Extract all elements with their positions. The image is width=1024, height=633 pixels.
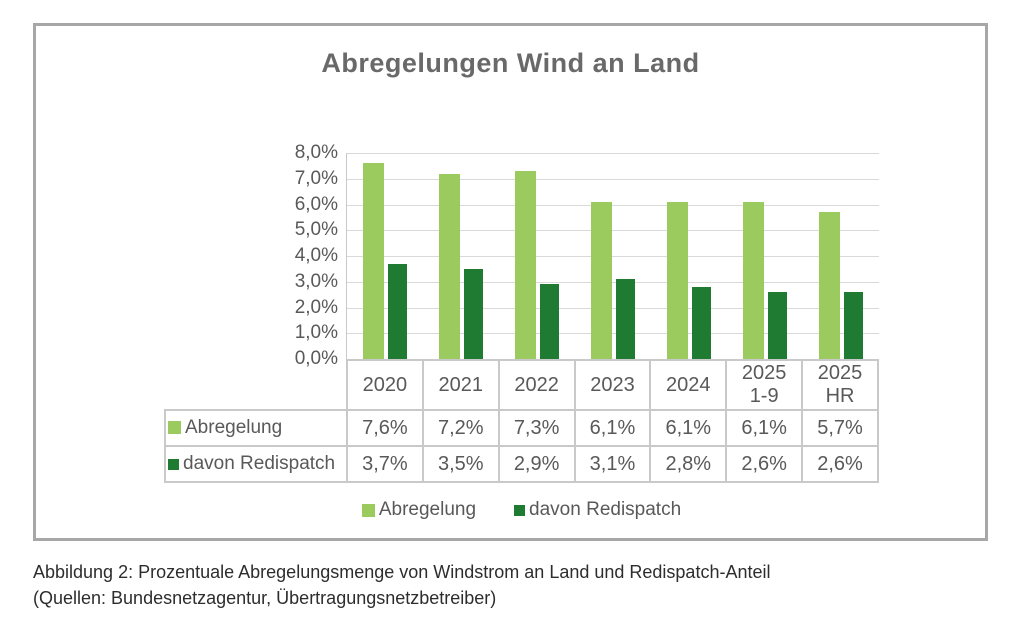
table-row-abregelung: Abregelung 7,6% 7,2% 7,3% 6,1% 6,1% 6,1% 5,7% xyxy=(164,409,879,447)
bar-davon-redispatch xyxy=(388,263,407,359)
caption-line-2: (Quellen: Bundesnetzagentur, Übertragung… xyxy=(33,588,497,608)
y-tick-label: 0,0% xyxy=(294,348,338,369)
value-cell: 6,1% xyxy=(649,409,728,447)
bar-abregelung xyxy=(743,201,764,359)
legend-swatch-davon-redispatch xyxy=(514,504,526,516)
gridline xyxy=(347,178,879,180)
value-cell: 3,1% xyxy=(573,445,652,483)
gridline xyxy=(347,204,879,206)
bar-group-2020 xyxy=(347,153,423,359)
bar-group-2021 xyxy=(423,153,499,359)
row-label-davon-redispatch: davon Redispatch xyxy=(164,445,348,483)
legend-swatch-abregelung xyxy=(168,421,181,434)
year-header-cell: 2024 xyxy=(649,359,728,411)
bar-abregelung xyxy=(667,201,688,359)
table-row-davon-redispatch: davon Redispatch 3,7% 3,5% 2,9% 3,1% 2,8% 2,6%… xyxy=(164,445,879,483)
y-tick-label: 1,0% xyxy=(294,322,338,344)
row-label-abregelung: Abregelung xyxy=(164,409,348,447)
value-cell: 2,6% xyxy=(801,445,879,483)
y-tick-label: 3,0% xyxy=(294,270,338,292)
value-cell: 2,6% xyxy=(725,445,804,483)
y-tick-label: 5,0% xyxy=(294,219,338,241)
bar-abregelung xyxy=(439,173,460,359)
bar-group-2025-1-9 xyxy=(727,153,803,359)
gridline xyxy=(347,281,879,283)
year-header-cell: 2022 xyxy=(497,359,576,411)
value-cell: 3,5% xyxy=(421,445,500,483)
legend-item-abregelung: Abregelung xyxy=(361,499,477,521)
bar-abregelung xyxy=(515,171,536,359)
value-cell: 2,8% xyxy=(649,445,728,483)
legend-label-davon-redispatch: davon Redispatch xyxy=(529,499,682,520)
legend-label-abregelung: Abregelung xyxy=(378,499,477,520)
figure-caption: Abbildung 2: Prozentuale Abregelungsmeng… xyxy=(33,559,983,611)
bar-davon-redispatch xyxy=(464,268,483,359)
bar-davon-redispatch xyxy=(844,292,863,359)
legend-swatch-davon-redispatch xyxy=(168,459,179,470)
value-cell: 7,3% xyxy=(497,409,576,447)
bar-abregelung xyxy=(363,163,384,359)
value-cell: 3,7% xyxy=(346,445,424,483)
year-header-cell: 2025 HR xyxy=(801,359,879,411)
year-header-cell: 2025 1-9 xyxy=(725,359,804,411)
bar-davon-redispatch xyxy=(768,292,787,359)
y-tick-label: 8,0% xyxy=(294,142,338,163)
gridline xyxy=(347,307,879,309)
bar-abregelung xyxy=(819,212,840,359)
gridline xyxy=(347,333,879,335)
bar-davon-redispatch xyxy=(692,286,711,359)
value-cell: 2,9% xyxy=(497,445,576,483)
gridline xyxy=(347,256,879,257)
year-header-cell: 2020 xyxy=(346,359,424,411)
year-header-row: 2020 2021 2022 2023 2024 2025 1-9 2025 HR xyxy=(165,359,879,411)
year-header-cell: 2021 xyxy=(421,359,500,411)
legend: Abregelung davon Redispatch xyxy=(164,497,879,523)
legend-swatch-abregelung xyxy=(361,503,375,517)
bar-group-2022 xyxy=(499,153,575,359)
value-cell: 7,6% xyxy=(346,409,424,447)
gridline xyxy=(347,153,879,154)
bar-davon-redispatch xyxy=(540,284,559,359)
plot-area xyxy=(346,153,879,359)
bar-abregelung xyxy=(591,201,612,359)
value-cell: 5,7% xyxy=(801,409,879,447)
data-table: 2020 2021 2022 2023 2024 2025 1-9 2025 HR Abreg… xyxy=(164,359,879,483)
value-cell: 7,2% xyxy=(421,409,500,447)
table-corner-blank xyxy=(165,360,347,410)
bar-group-2023 xyxy=(575,153,651,359)
y-tick-label: 6,0% xyxy=(294,193,338,215)
figure-box: Abregelungen Wind an Land 0,0% 1,0% 2,0% 3,… xyxy=(33,23,988,541)
bar-group-2024 xyxy=(651,153,727,359)
bar-group-2025-hr xyxy=(803,153,879,359)
y-tick-label: 4,0% xyxy=(294,245,338,266)
chart-title: Abregelungen Wind an Land xyxy=(321,48,700,78)
caption-line-1: Abbildung 2: Prozentuale Abregelungsmeng… xyxy=(33,562,771,582)
bar-davon-redispatch xyxy=(616,279,635,359)
legend-item-davon-redispatch: davon Redispatch xyxy=(514,499,681,521)
y-tick-label: 2,0% xyxy=(294,296,338,318)
value-cell: 6,1% xyxy=(573,409,652,447)
value-cell: 6,1% xyxy=(725,409,804,447)
year-header-cell: 2023 xyxy=(573,359,652,411)
gridline xyxy=(347,230,879,232)
y-axis-labels: 0,0% 1,0% 2,0% 3,0% 4,0% 5,0% 6,0% 7,0% 8,0% xyxy=(258,142,338,369)
y-tick-label: 7,0% xyxy=(294,167,338,189)
